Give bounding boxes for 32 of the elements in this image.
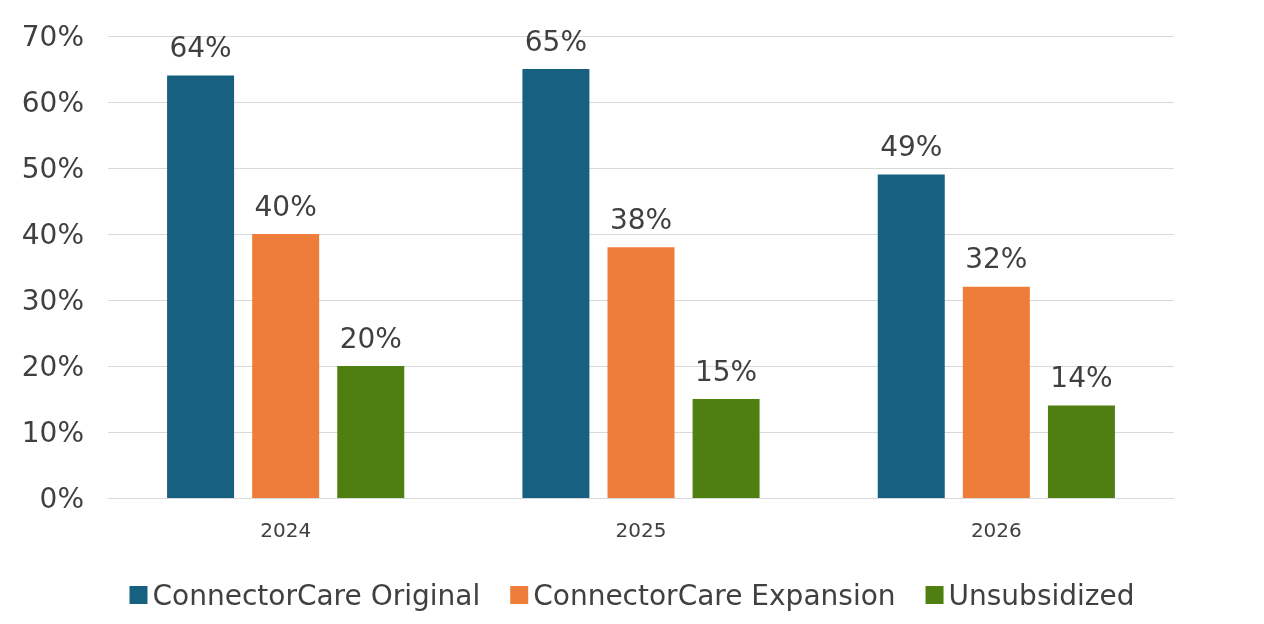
- data-label: 15%: [694, 354, 758, 388]
- bar: [167, 75, 235, 498]
- data-label: 20%: [339, 321, 402, 355]
- x-tick-label: 2025: [615, 518, 667, 542]
- legend-label: Unsubsidized: [948, 578, 1135, 612]
- bar: [522, 69, 590, 498]
- legend-label: ConnectorCare Expansion: [533, 578, 896, 612]
- data-label: 14%: [1050, 361, 1113, 395]
- bar: [252, 234, 320, 498]
- data-label: 65%: [524, 24, 588, 58]
- bar: [877, 174, 945, 498]
- y-tick-label: 10%: [21, 415, 84, 449]
- bar: [1047, 405, 1115, 498]
- data-label: 49%: [880, 130, 943, 164]
- x-tick-label: 2024: [260, 518, 312, 542]
- legend-label: ConnectorCare Original: [152, 578, 481, 612]
- bar: [337, 366, 405, 498]
- y-tick-label: 0%: [39, 481, 84, 515]
- data-label: 64%: [169, 31, 232, 65]
- bar: [607, 247, 675, 498]
- y-tick-label: 30%: [21, 283, 84, 317]
- bar: [962, 286, 1030, 498]
- y-tick-label: 50%: [21, 151, 84, 185]
- x-tick-label: 2026: [970, 518, 1022, 542]
- y-tick-label: 20%: [21, 349, 84, 383]
- data-label: 32%: [965, 242, 1028, 276]
- data-label: 38%: [609, 202, 673, 236]
- y-tick-label: 40%: [21, 217, 84, 251]
- bar: [692, 399, 760, 498]
- data-label: 40%: [254, 189, 317, 223]
- y-tick-label: 70%: [21, 19, 84, 53]
- y-tick-label: 60%: [21, 85, 84, 119]
